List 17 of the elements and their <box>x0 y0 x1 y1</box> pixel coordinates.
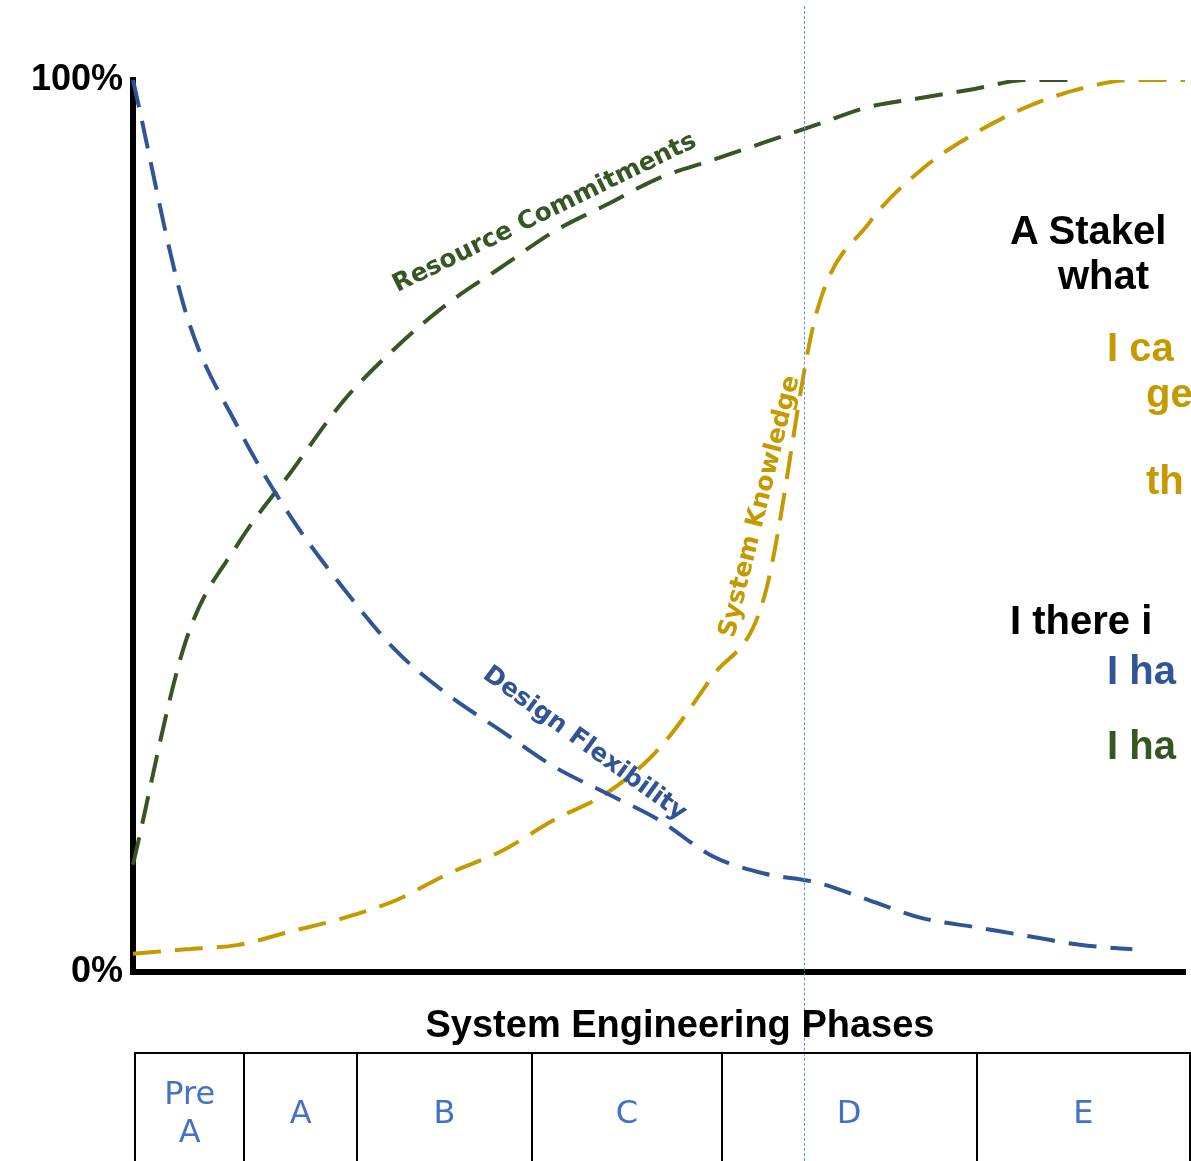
y-tick-label: 100% <box>30 56 123 98</box>
annotation: I there i <box>1010 598 1153 643</box>
annotation: what <box>1058 253 1150 298</box>
annotation: I ca <box>1107 325 1174 370</box>
annotation: A Stakel <box>1010 208 1167 253</box>
text: Pre A <box>135 1053 245 1161</box>
x-axis-title: System Engineering Phases <box>424 1003 936 1046</box>
annotation: I ha <box>1107 723 1176 768</box>
text: D <box>721 1053 977 1161</box>
annotation: I ha <box>1107 648 1176 693</box>
y-tick-label: 0% <box>70 948 123 990</box>
annotation: ge <box>1146 371 1191 416</box>
text: B <box>356 1053 532 1161</box>
text: C <box>531 1053 722 1161</box>
text: E <box>976 1053 1190 1161</box>
annotation: th <box>1146 458 1184 503</box>
text: A <box>244 1053 357 1161</box>
